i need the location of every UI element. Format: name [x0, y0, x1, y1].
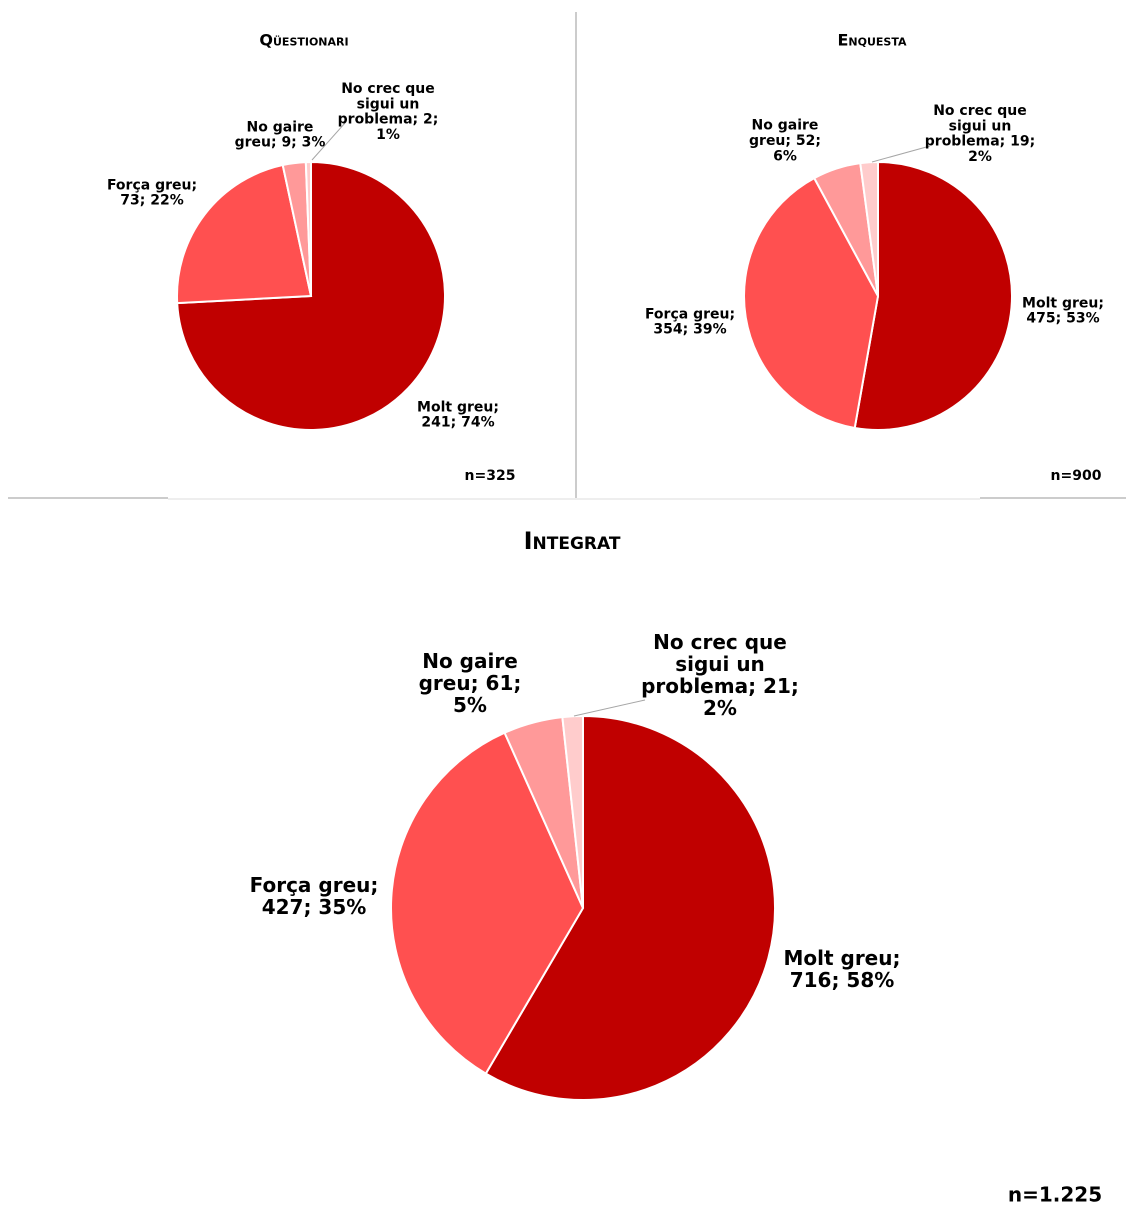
- data-label: Força greu; 354; 39%: [645, 306, 735, 337]
- pie-slice: [304, 160, 312, 297]
- data-label: Força greu; 427; 35%: [250, 873, 379, 919]
- sample-size: n=900: [1051, 468, 1102, 484]
- data-label: No crec que sigui un problema; 21; 2%: [641, 630, 799, 720]
- pie-slice: [390, 731, 585, 1075]
- data-label: No crec que sigui un problema; 2; 1%: [338, 81, 439, 143]
- data-label: No gaire greu; 9; 3%: [235, 119, 326, 150]
- chart-title: Integrat: [524, 527, 621, 555]
- data-label: No gaire greu; 52; 6%: [749, 118, 821, 165]
- pie-slice: [484, 714, 776, 1101]
- pie-slice: [561, 714, 584, 909]
- data-label: Molt greu; 716; 58%: [783, 946, 900, 992]
- chart-title: Qüestionari: [259, 31, 348, 50]
- leader-line: [573, 699, 646, 717]
- data-label: No gaire greu; 61; 5%: [419, 649, 522, 717]
- leader-line: [311, 122, 346, 161]
- pie-slice: [853, 160, 1013, 431]
- data-label: Molt greu; 475; 53%: [1022, 295, 1104, 326]
- pie-slice: [176, 163, 313, 305]
- data-label: Molt greu; 241; 74%: [417, 399, 499, 430]
- leader-line: [871, 145, 931, 163]
- data-label: Força greu; 73; 22%: [107, 177, 197, 208]
- chart-title: Enquesta: [837, 31, 907, 50]
- pie-slice: [743, 176, 880, 430]
- data-label: No crec que sigui un problema; 19; 2%: [925, 103, 1035, 165]
- sample-size: n=1.225: [1008, 1183, 1102, 1206]
- sample-size: n=325: [465, 468, 516, 484]
- pie-slice: [859, 160, 879, 297]
